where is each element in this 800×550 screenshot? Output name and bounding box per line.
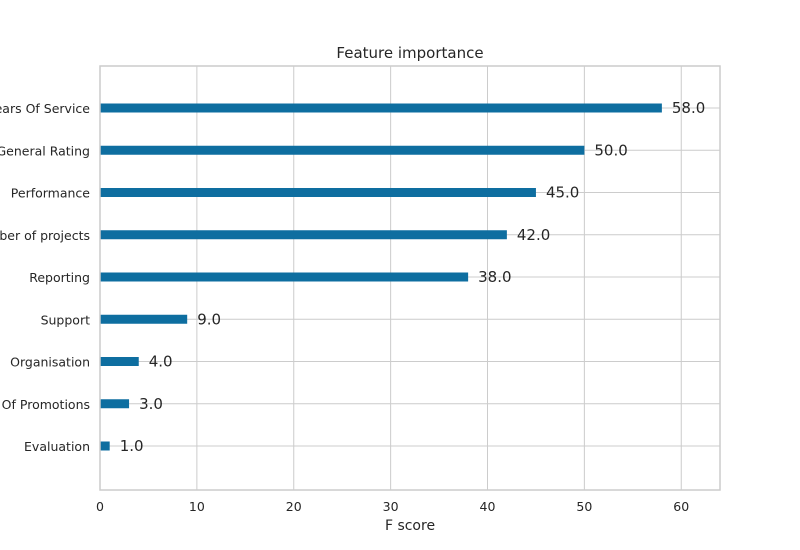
- x-tick-label: 10: [189, 499, 205, 514]
- bar: [100, 230, 507, 240]
- bar: [100, 441, 110, 451]
- y-tick-label: Number of projects: [0, 228, 90, 243]
- x-tick-labels: 0 10 20 30 40 50 60: [96, 499, 689, 514]
- bar: [100, 357, 139, 366]
- x-tick-label: 40: [480, 499, 496, 514]
- bar-value-label: 3.0: [139, 395, 163, 413]
- y-tick-label: Years Of Service: [0, 101, 90, 116]
- y-tick-label: Organisation: [10, 355, 90, 370]
- bar-value-label: 58.0: [672, 99, 705, 117]
- bar-value-label: 45.0: [546, 184, 579, 202]
- y-tick-label: Support: [41, 312, 91, 327]
- bar-value-label: 50.0: [594, 141, 627, 159]
- bar: [100, 145, 585, 155]
- y-tick-label: Reporting: [29, 270, 90, 285]
- bar: [100, 399, 130, 409]
- bar: [100, 314, 188, 324]
- data-labels: 58.0 50.0 45.0 42.0 38.0 9.0 4.0 3.0 1.0: [120, 99, 706, 455]
- bar: [100, 272, 469, 282]
- bar-value-label: 9.0: [197, 310, 221, 328]
- x-tick-label: 30: [383, 499, 399, 514]
- y-tick-label: General Rating: [0, 143, 90, 158]
- y-tick-labels: Years Of Service General Rating Performanc…: [0, 101, 90, 454]
- bar-value-label: 42.0: [517, 226, 550, 244]
- x-tick-label: 60: [673, 499, 689, 514]
- chart-title: Feature importance: [336, 44, 483, 62]
- bar: [100, 188, 536, 197]
- bars: [100, 103, 662, 451]
- bar-value-label: 38.0: [478, 268, 511, 286]
- y-tick-label: Evaluation: [24, 439, 90, 454]
- x-tick-label: 0: [96, 499, 104, 514]
- bar: [100, 103, 662, 113]
- y-tick-label: No Of Promotions: [0, 397, 90, 412]
- plot-frame: [99, 65, 721, 491]
- x-tick-label: 50: [576, 499, 592, 514]
- x-axis-label: F score: [385, 518, 435, 534]
- bar-value-label: 1.0: [120, 437, 144, 455]
- x-tick-label: 20: [286, 499, 302, 514]
- y-tick-label: Performance: [11, 186, 91, 201]
- bar-value-label: 4.0: [149, 353, 173, 371]
